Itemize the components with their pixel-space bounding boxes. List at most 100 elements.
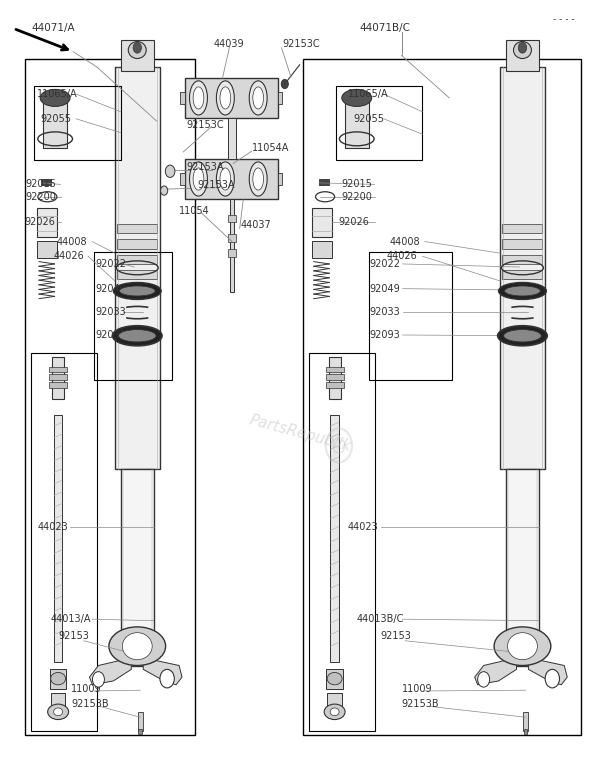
Circle shape [133,43,142,53]
Bar [49,367,67,372]
Polygon shape [475,639,517,685]
Bar [117,224,157,233]
Text: 92049: 92049 [370,284,401,294]
Ellipse shape [119,286,155,296]
Ellipse shape [253,168,263,190]
Ellipse shape [47,704,68,719]
Text: 92153: 92153 [58,631,89,641]
Text: - - - -: - - - - [553,16,575,25]
Text: 44023: 44023 [348,522,379,532]
Bar [117,255,157,264]
Circle shape [161,186,168,195]
Text: 11054A: 11054A [252,143,290,153]
Ellipse shape [494,627,551,666]
Bar [331,415,339,662]
Ellipse shape [122,632,152,660]
Text: 44071B/C: 44071B/C [360,23,411,33]
Bar [368,253,452,380]
Text: 92022: 92022 [95,259,126,269]
Ellipse shape [118,329,156,342]
Bar [229,118,235,159]
Ellipse shape [217,81,235,115]
Ellipse shape [40,89,70,106]
Bar [312,241,332,258]
Bar [139,728,142,734]
Bar [326,670,343,689]
Circle shape [166,165,175,177]
Bar [228,234,236,242]
Bar [524,728,527,734]
Text: 92033: 92033 [95,307,126,317]
Bar [230,199,235,291]
Text: 92153A: 92153A [187,163,224,172]
Ellipse shape [508,632,538,660]
Ellipse shape [220,87,231,109]
Bar [121,40,154,71]
Text: 92153: 92153 [380,631,412,641]
Ellipse shape [193,168,204,190]
Ellipse shape [497,326,547,346]
Bar [185,159,278,199]
Bar [50,670,67,689]
Bar [115,67,160,469]
Ellipse shape [514,42,532,59]
Bar [37,208,57,237]
Text: 44039: 44039 [214,39,244,49]
Bar [37,241,57,258]
Text: 92049: 92049 [95,284,126,294]
Text: 44026: 44026 [386,251,418,261]
Bar [49,382,67,388]
Ellipse shape [50,673,65,685]
Bar [278,91,283,104]
Text: 92015: 92015 [25,179,56,189]
Text: 44026: 44026 [54,251,85,261]
Bar [336,86,422,160]
Text: 92153C: 92153C [282,39,320,49]
Bar [502,255,542,264]
Bar [326,382,344,388]
Bar [52,356,64,399]
Bar [117,270,157,280]
Text: 92093: 92093 [370,330,401,340]
Bar [506,469,539,666]
Bar [502,224,542,233]
Circle shape [518,43,527,53]
Bar [180,173,185,185]
Text: 92033: 92033 [370,307,401,317]
Bar [506,40,539,71]
Ellipse shape [112,326,162,346]
Bar [41,179,51,185]
Text: 44013/A: 44013/A [50,614,91,624]
Bar [312,208,332,237]
Ellipse shape [342,89,371,106]
Ellipse shape [190,162,208,196]
Text: PartsRepublik: PartsRepublik [247,413,353,455]
Text: 92022: 92022 [370,259,401,269]
Bar [34,86,121,160]
Circle shape [545,670,559,688]
Ellipse shape [499,282,547,299]
Text: 11009: 11009 [401,684,432,694]
Text: 44071/A: 44071/A [31,23,75,33]
Bar [326,367,344,372]
Circle shape [160,670,174,688]
Bar [138,711,143,731]
Bar [328,693,342,715]
Text: 11065/A: 11065/A [37,89,78,99]
Bar [121,469,154,666]
Circle shape [478,672,490,687]
Ellipse shape [113,282,161,299]
Ellipse shape [217,162,235,196]
Text: 44008: 44008 [389,236,420,246]
Ellipse shape [128,42,146,59]
Text: 92026: 92026 [24,217,55,227]
Text: 44008: 44008 [57,236,88,246]
Bar [51,693,65,715]
Bar [500,67,545,469]
Text: 44013B/C: 44013B/C [357,614,404,624]
Text: 92153C: 92153C [187,120,224,130]
Bar [309,353,374,731]
Text: 92026: 92026 [339,217,370,227]
Ellipse shape [330,708,339,715]
Bar [117,239,157,249]
